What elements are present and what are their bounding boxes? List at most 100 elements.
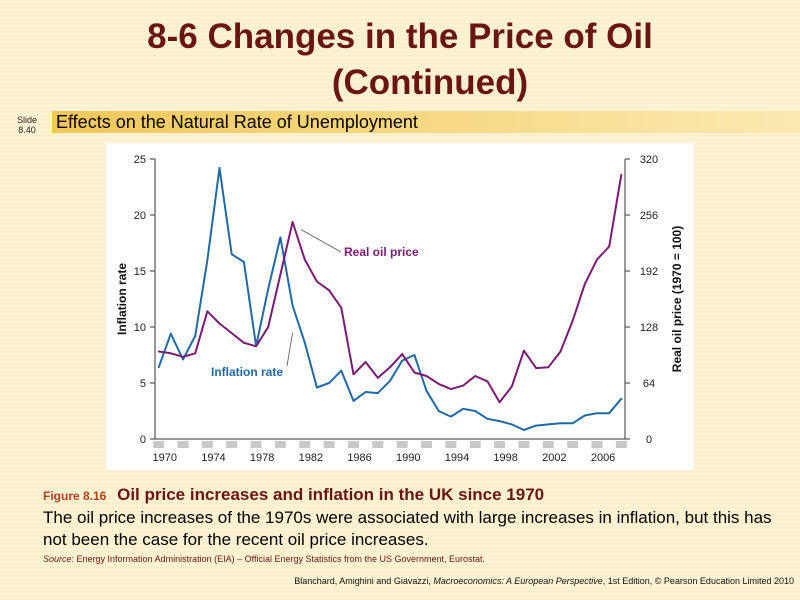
data-point (206, 310, 209, 313)
title-line-2: (Continued) (331, 63, 529, 102)
data-point (230, 332, 233, 335)
y2-axis-title: Real oil price (1970 = 100) (670, 226, 684, 372)
data-point (389, 366, 391, 369)
year-band (274, 441, 286, 448)
inflation-leader-line (286, 332, 293, 367)
data-point (182, 358, 184, 361)
data-point (352, 400, 355, 402)
data-point (218, 322, 221, 325)
data-point (267, 288, 270, 290)
data-point (291, 304, 294, 307)
data-point (547, 366, 550, 369)
year-band (591, 441, 603, 448)
data-point (194, 352, 197, 355)
data-point (182, 355, 184, 358)
data-point (437, 382, 440, 385)
copyright-footer: Blanchard, Amighini and Giavazzi, Macroe… (294, 576, 794, 586)
data-point (425, 389, 428, 392)
data-point (474, 375, 477, 377)
data-point (194, 335, 197, 337)
data-point (462, 407, 464, 410)
figure-description: The oil price increases of the 1970s wer… (43, 508, 772, 549)
data-point (425, 375, 428, 377)
data-point (571, 422, 574, 425)
data-point (352, 373, 355, 376)
slide-number-badge: Slide 8.40 (7, 115, 47, 135)
data-point (571, 319, 574, 322)
inflation-rate-label: Inflation rate (211, 365, 283, 379)
x-tick-label: 1990 (396, 452, 420, 464)
x-tick-label: 1970 (152, 452, 176, 464)
data-point (291, 221, 294, 223)
data-point (157, 366, 160, 369)
data-point (218, 167, 221, 169)
data-point (279, 236, 282, 239)
data-point (583, 414, 586, 417)
figure-title: Oil price increases and inflation in the… (117, 485, 545, 504)
data-point (449, 388, 452, 391)
year-band (445, 441, 457, 448)
year-band (421, 441, 433, 448)
footer-edition: , 1st Edition, © Pearson Education Limit… (602, 576, 794, 586)
data-point (462, 384, 464, 387)
year-band (323, 441, 335, 448)
data-point (157, 350, 160, 353)
data-point (376, 376, 379, 379)
data-point (449, 415, 452, 418)
data-point (413, 371, 416, 374)
figure-heading: Figure 8.16 Oil price increases and infl… (43, 484, 783, 507)
data-point (389, 379, 391, 382)
y2-tick-label: 192 (640, 266, 658, 278)
data-point (364, 361, 367, 363)
x-tick-label: 1974 (201, 452, 225, 464)
year-band (494, 441, 506, 448)
data-point (620, 397, 623, 400)
data-point (328, 289, 331, 292)
data-point (535, 424, 538, 427)
y-tick-label: 10 (134, 322, 146, 334)
series-line-inflation-rate (157, 167, 623, 431)
y2-tick-label: 256 (640, 210, 658, 222)
oil-leader-line (300, 229, 342, 253)
y-tick-label: 15 (134, 266, 146, 278)
year-band (469, 441, 481, 448)
data-point (242, 261, 245, 263)
y2-tick-label: 128 (640, 322, 658, 334)
oil-inflation-chart: 0 5 10 15 20 25 0 64 128 192 256 320 1970 1974 1978 198… (115, 154, 684, 464)
y-tick-label: 5 (140, 378, 146, 390)
y-tick-label: 25 (134, 154, 146, 166)
x-tick-label: 1998 (493, 452, 517, 464)
source-text: : Energy Information Administration (EIA… (71, 554, 486, 564)
x-tick-label: 2002 (542, 452, 566, 464)
year-band (250, 441, 262, 448)
year-band (347, 441, 359, 448)
data-point (413, 354, 416, 356)
year-band (615, 441, 627, 448)
data-point (364, 391, 367, 393)
real-oil-price-label: Real oil price (344, 245, 419, 259)
data-point (510, 423, 513, 426)
data-point (498, 420, 501, 422)
y-axis-title: Inflation rate (115, 263, 129, 335)
y2-tick-label: 64 (643, 378, 655, 390)
data-point (242, 341, 245, 344)
chart-panel: 0 5 10 15 20 25 0 64 128 192 256 320 1970 1974 1978 198… (106, 143, 694, 470)
data-point (340, 306, 343, 309)
y-tick-label: 0 (140, 434, 146, 446)
data-point (303, 341, 306, 344)
footer-book: Macroeconomics: A European Perspective (433, 576, 603, 586)
year-band (153, 441, 165, 448)
data-point (316, 280, 318, 283)
y2-tick-label: 0 (646, 434, 652, 446)
data-point (206, 258, 209, 261)
source-label: Source (43, 554, 72, 564)
data-point (559, 350, 562, 353)
data-point (328, 382, 331, 384)
data-point (486, 380, 489, 383)
data-point (230, 253, 233, 256)
slide-label: Slide (16, 115, 37, 125)
data-point (559, 422, 562, 425)
year-band (542, 441, 554, 448)
data-point (340, 369, 343, 372)
data-point (535, 367, 538, 370)
